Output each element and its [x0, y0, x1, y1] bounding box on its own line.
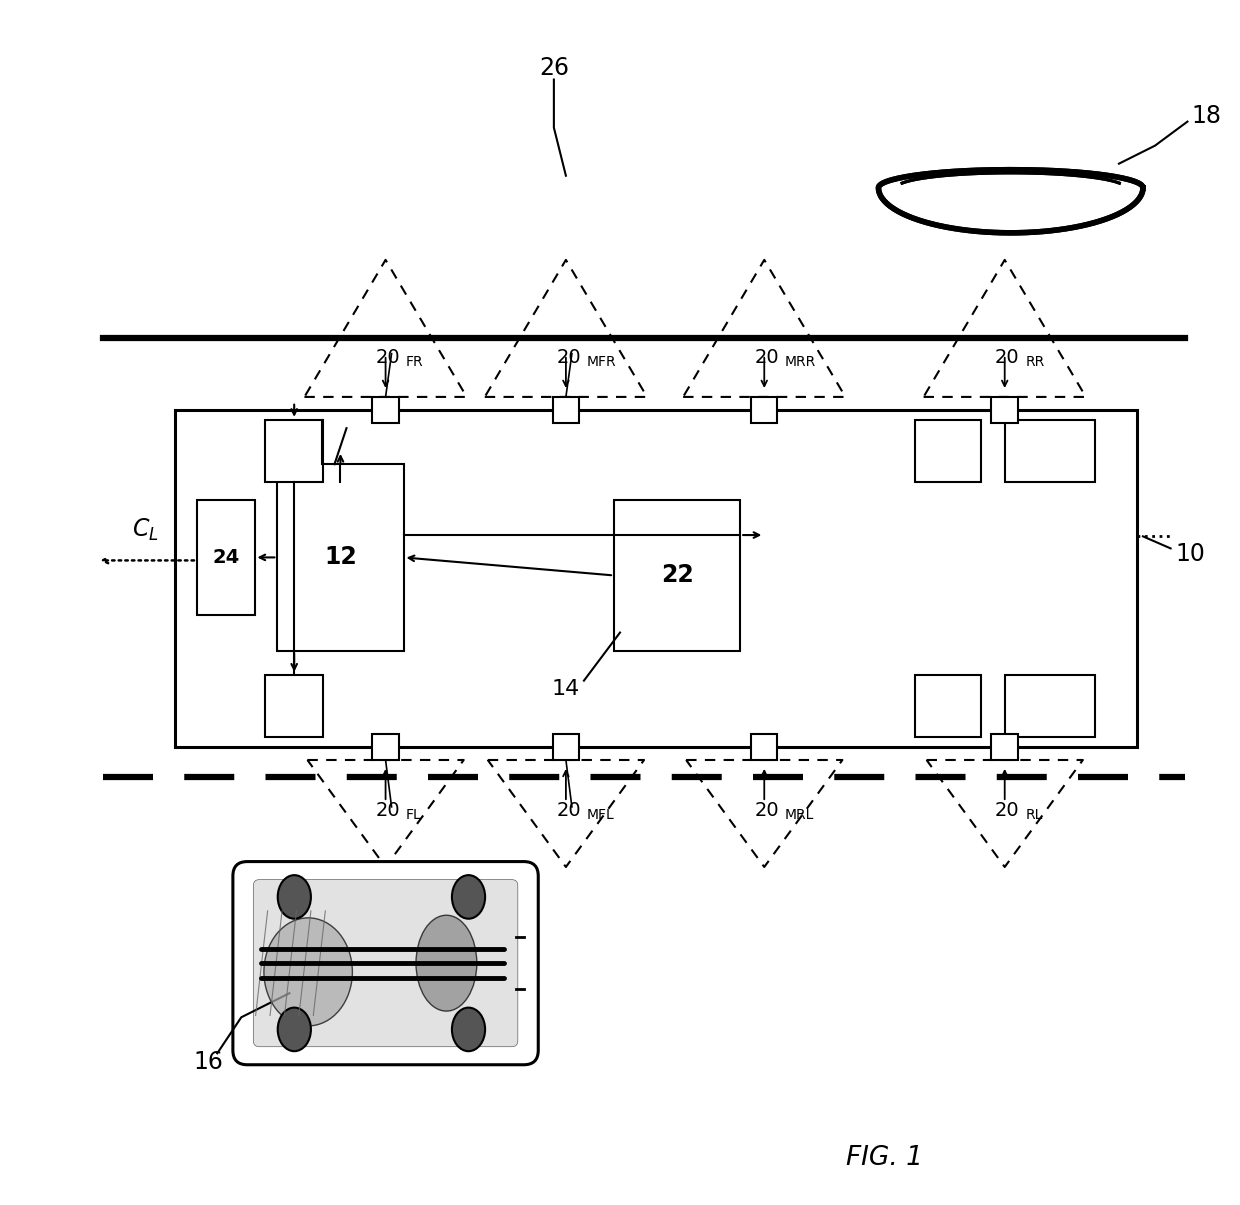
Bar: [197, 500, 254, 615]
Bar: [614, 500, 740, 651]
Bar: [372, 734, 399, 760]
Ellipse shape: [278, 875, 311, 918]
Text: 10: 10: [1176, 542, 1205, 566]
Text: MFR: MFR: [587, 354, 616, 369]
FancyBboxPatch shape: [253, 880, 518, 1047]
Text: 12: 12: [324, 546, 357, 570]
Bar: [553, 396, 579, 423]
Bar: [1004, 419, 1095, 482]
Bar: [992, 734, 1018, 760]
Text: 26: 26: [539, 55, 569, 80]
Bar: [1004, 675, 1095, 737]
Bar: [278, 464, 403, 651]
Text: 20: 20: [376, 801, 401, 819]
FancyBboxPatch shape: [233, 862, 538, 1065]
Text: 22: 22: [661, 564, 693, 588]
Bar: [553, 734, 579, 760]
Text: 18: 18: [1192, 104, 1221, 128]
Text: FR: FR: [405, 354, 424, 369]
Text: 20: 20: [994, 801, 1019, 819]
Ellipse shape: [264, 918, 352, 1025]
Ellipse shape: [415, 916, 477, 1011]
Bar: [915, 419, 981, 482]
Text: FIG. 1: FIG. 1: [846, 1145, 923, 1171]
Bar: [175, 410, 1137, 747]
Text: MRR: MRR: [785, 354, 816, 369]
Text: 20: 20: [376, 347, 401, 366]
Bar: [265, 419, 324, 482]
Bar: [751, 396, 777, 423]
Text: RR: RR: [1025, 354, 1044, 369]
Polygon shape: [878, 170, 1143, 233]
Bar: [992, 396, 1018, 423]
Text: FL: FL: [405, 809, 422, 822]
Ellipse shape: [451, 875, 485, 918]
Text: 14: 14: [552, 680, 580, 699]
Text: 20: 20: [557, 347, 580, 366]
Bar: [915, 675, 981, 737]
Text: 20: 20: [557, 801, 580, 819]
Text: $C_L$: $C_L$: [131, 517, 159, 543]
Text: 20: 20: [755, 801, 779, 819]
Ellipse shape: [451, 1007, 485, 1051]
Bar: [265, 675, 324, 737]
Text: RL: RL: [1025, 809, 1043, 822]
Text: 24: 24: [212, 548, 239, 566]
Text: 20: 20: [755, 347, 779, 366]
Bar: [751, 734, 777, 760]
Text: 20: 20: [994, 347, 1019, 366]
Bar: [372, 396, 399, 423]
Text: 16: 16: [193, 1050, 223, 1074]
Text: MRL: MRL: [785, 809, 815, 822]
Text: MFL: MFL: [587, 809, 614, 822]
Ellipse shape: [278, 1007, 311, 1051]
